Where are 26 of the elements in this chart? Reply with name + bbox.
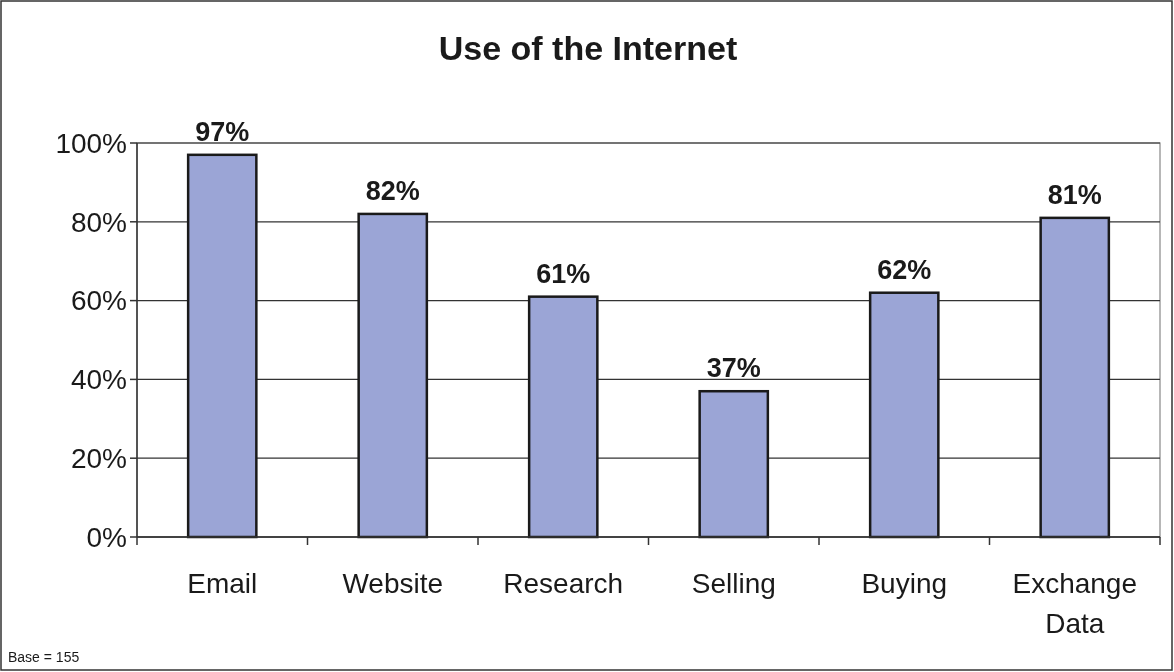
bar — [1039, 216, 1111, 539]
data-label: 97% — [195, 116, 250, 147]
data-label: 82% — [365, 175, 420, 206]
x-tick-label: Research — [503, 568, 624, 599]
data-label: 81% — [1047, 179, 1102, 210]
x-tick-label: Website — [342, 568, 444, 599]
x-tick-label: Selling — [691, 568, 776, 599]
data-label: 61% — [536, 258, 591, 289]
x-tick-label: Email — [187, 568, 258, 599]
bar — [357, 212, 429, 539]
y-tick-label: 0% — [86, 521, 127, 553]
bar — [868, 291, 940, 539]
bar — [698, 389, 770, 539]
x-tick-label: Exchange Data — [1012, 568, 1138, 639]
data-label: 37% — [706, 353, 761, 384]
y-tick-label: 40% — [70, 364, 127, 396]
y-tick-label: 60% — [70, 285, 127, 317]
bar — [186, 153, 258, 539]
data-label: 62% — [877, 254, 932, 285]
y-tick-label: 80% — [70, 206, 127, 238]
text: Base = 155 — [8, 649, 80, 665]
x-tick-label: Buying — [861, 568, 948, 599]
chart-title: Use of the Internet — [438, 29, 738, 67]
y-tick-label: 100% — [55, 127, 127, 159]
bar — [527, 295, 599, 539]
y-tick-label: 20% — [70, 443, 127, 474]
